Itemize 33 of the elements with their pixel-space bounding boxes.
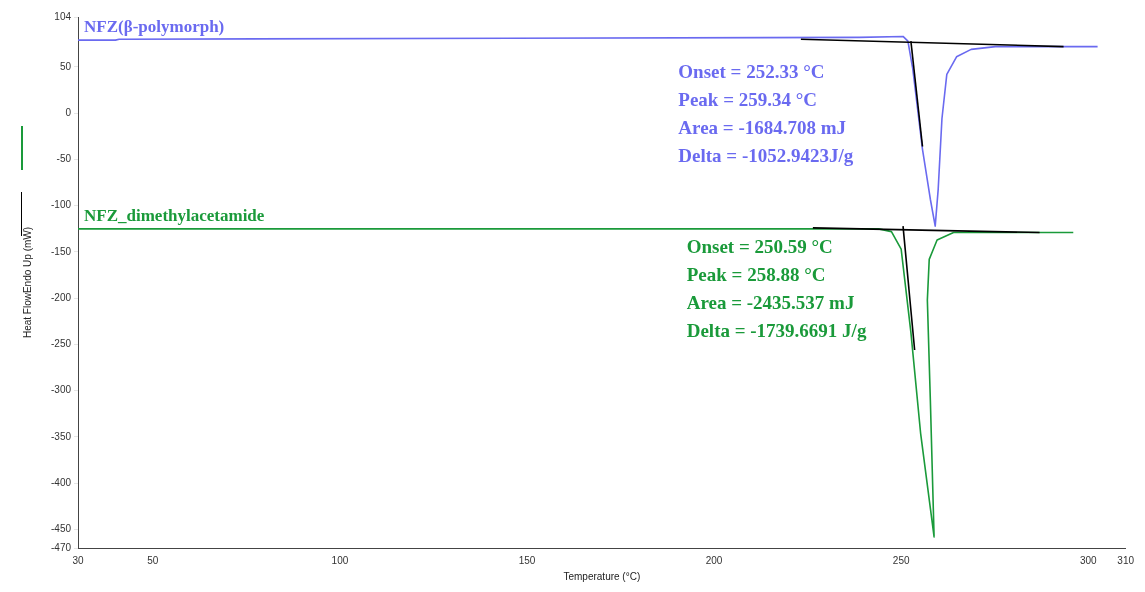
y-tick-label: -470 [51,541,72,553]
y-tick-label: -350 [51,430,72,442]
y-tick-label: -100 [51,199,72,211]
x-tick-label: 300 [1079,554,1098,566]
x-tick-label: 200 [705,554,723,566]
annotation: Onset = 250.59 °C [686,235,833,257]
y-tick-label: 104 [54,10,72,22]
y-tick-label: -150 [51,245,72,257]
x-tick-label: 150 [518,554,536,566]
annotation: Onset = 252.33 °C [678,60,825,82]
series-label: NFZ(β-polymorph) [84,17,225,37]
series-label: NFZ_dimethylacetamide [84,205,265,225]
x-tick-label: 30 [72,554,85,566]
y-tick-label: -400 [51,476,72,488]
annotation: Area = -1684.708 mJ [678,116,847,138]
y-tick-label: -200 [51,291,72,303]
x-tick-label: 100 [331,554,349,566]
y-tick-label: 0 [65,106,72,118]
x-tick-label: 50 [147,554,159,566]
y-tick-label: 50 [59,60,72,72]
annotation: Peak = 259.34 °C [678,88,818,110]
x-tick-label: 310 [1117,554,1135,566]
annotation: Delta = -1052.9423J/g [678,144,854,166]
y-tick-label: -50 [56,153,72,165]
x-axis-title: Temperature (°C) [563,570,641,582]
y-tick-label: -450 [51,523,72,535]
annotation: Delta = -1739.6691 J/g [686,319,867,341]
x-tick-label: 250 [892,554,910,566]
annotation: Area = -2435.537 mJ [686,291,855,313]
y-axis-title: Heat FlowEndo Up (mW) [21,226,33,339]
y-tick-label: -300 [51,384,72,396]
annotation: Peak = 258.88 °C [686,263,826,285]
y-tick-label: -250 [51,338,72,350]
